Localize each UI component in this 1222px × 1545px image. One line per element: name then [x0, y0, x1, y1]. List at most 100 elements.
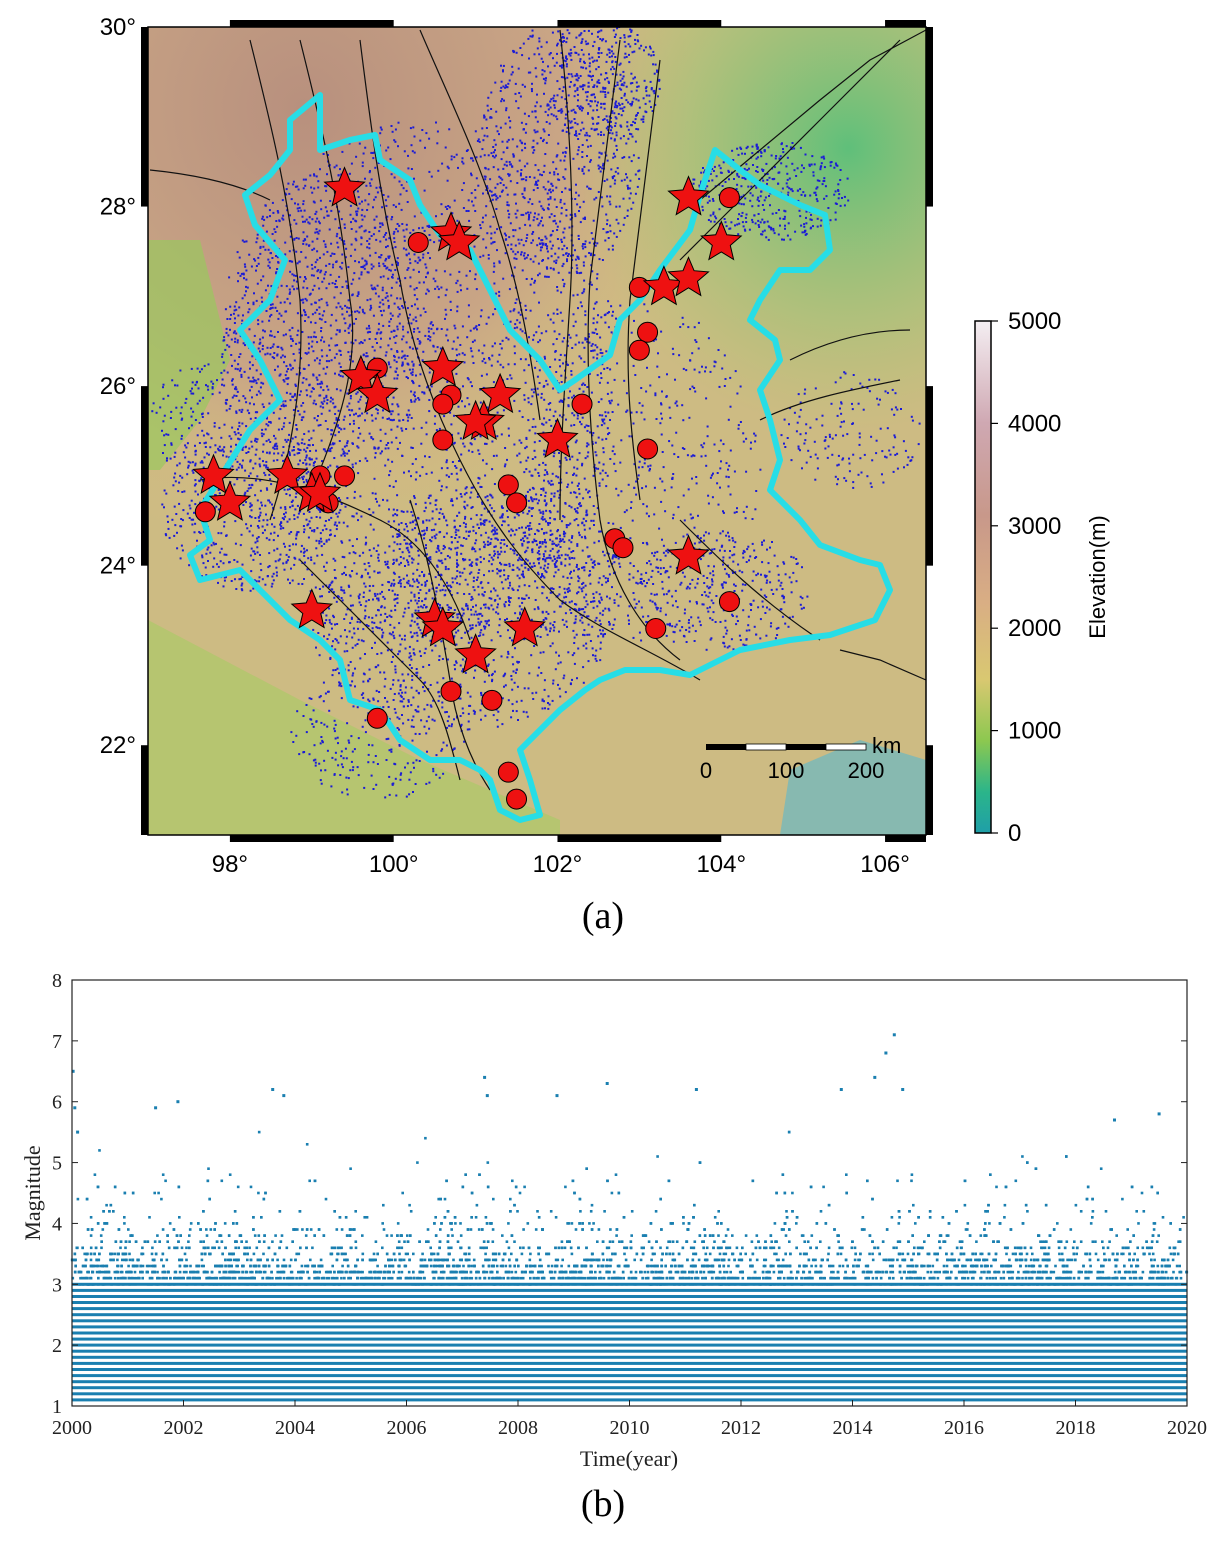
seismic-event-dot [555, 261, 558, 264]
seismic-event-dot [437, 559, 440, 562]
seismic-event-dot [301, 416, 304, 419]
seismic-event-dot [509, 310, 512, 313]
seismic-event-dot [528, 429, 531, 432]
seismic-event-dot [520, 699, 523, 702]
seismic-event-dot [301, 331, 304, 333]
seismic-event-dot [557, 568, 560, 571]
seismic-event-dot [578, 452, 581, 455]
seismic-event-dot [520, 172, 522, 175]
seismic-event-dot [345, 247, 348, 250]
seismic-event-dot [355, 412, 357, 415]
seismic-event-dot [350, 282, 353, 285]
seismic-event-dot [523, 394, 526, 397]
seismic-event-dot [481, 360, 484, 363]
seismic-event-dot [483, 574, 485, 577]
seismic-event-dot [266, 417, 268, 420]
seismic-event-dot [242, 504, 245, 506]
seismic-event-dot [371, 152, 374, 154]
seismic-event-dot [282, 527, 285, 530]
seismic-event-dot [615, 218, 618, 221]
seismic-event-dot [374, 595, 377, 597]
seismic-event-dot [318, 374, 321, 377]
seismic-event-dot [567, 651, 570, 654]
seismic-event-dot [314, 311, 317, 314]
seismic-event-dot [566, 588, 569, 591]
seismic-event-dot [496, 719, 499, 722]
seismic-event-dot [302, 481, 305, 484]
seismic-event-dot [471, 157, 474, 160]
seismic-event-dot [390, 648, 393, 651]
seismic-event-dot [499, 516, 502, 519]
seismic-event-dot [271, 233, 274, 235]
seismic-event-dot [312, 335, 315, 338]
seismic-event-dot [543, 576, 546, 579]
seismic-event-dot [245, 452, 248, 454]
seismic-event-dot [591, 343, 594, 346]
seismic-event-dot [499, 561, 501, 564]
seismic-event-dot [306, 524, 309, 527]
seismic-event-dot [468, 558, 471, 561]
seismic-event-dot [334, 648, 337, 651]
seismic-event-dot [324, 185, 327, 188]
seismic-event-dot [309, 450, 312, 452]
seismic-event-dot [268, 565, 271, 567]
seismic-event-dot [607, 237, 610, 239]
seismic-event-dot [390, 348, 393, 351]
seismic-event-dot [427, 290, 430, 293]
seismic-event-dot [389, 158, 392, 161]
seismic-event-dot [544, 463, 547, 466]
seismic-event-dot [322, 367, 325, 370]
seismic-event-dot [578, 488, 581, 491]
seismic-event-dot [454, 531, 457, 534]
seismic-event-dot [307, 430, 310, 433]
seismic-event-dot [583, 629, 586, 632]
seismic-event-dot [481, 352, 484, 355]
seismic-event-dot [465, 274, 468, 277]
seismic-event-dot [540, 396, 543, 399]
seismic-event-dot [512, 564, 515, 567]
seismic-event-dot [358, 554, 361, 557]
seismic-event-dot [411, 514, 414, 517]
seismic-event-dot [209, 551, 212, 554]
seismic-event-dot [528, 585, 531, 588]
seismic-event-dot [319, 271, 322, 274]
seismic-event-dot [429, 239, 432, 242]
seismic-event-dot [320, 339, 322, 342]
seismic-event-dot [237, 437, 240, 440]
seismic-event-dot [272, 572, 275, 575]
seismic-event-dot [544, 275, 546, 278]
seismic-event-dot [323, 340, 326, 343]
seismic-event-dot [560, 241, 563, 243]
seismic-event-dot [484, 519, 487, 522]
seismic-event-dot [318, 312, 321, 315]
seismic-event-dot [488, 358, 491, 361]
seismic-event-dot [378, 322, 380, 325]
seismic-event-dot [498, 294, 501, 297]
seismic-event-dot [236, 368, 239, 371]
seismic-event-dot [572, 313, 575, 316]
seismic-event-dot [288, 454, 291, 457]
seismic-event-dot [565, 55, 568, 58]
seismic-event-dot [394, 246, 397, 249]
seismic-event-dot [351, 545, 354, 547]
seismic-event-dot [500, 347, 503, 350]
seismic-event-dot [457, 166, 459, 169]
seismic-event-dot [370, 263, 373, 266]
seismic-event-dot [339, 509, 342, 512]
seismic-event-dot [391, 460, 394, 463]
seismic-event-dot [627, 187, 629, 190]
seismic-event-dot [301, 215, 304, 218]
seismic-event-dot [617, 222, 620, 225]
seismic-event-dot [329, 254, 332, 257]
seismic-event-dot [586, 338, 589, 341]
seismic-event-dot [359, 604, 362, 606]
seismic-event-dot [344, 322, 347, 325]
seismic-event-dot [505, 234, 507, 237]
seismic-event-dot [577, 138, 580, 140]
seismic-event-dot [274, 231, 277, 233]
seismic-event-dot [605, 231, 608, 234]
seismic-event-dot [609, 195, 612, 198]
seismic-event-dot [617, 113, 620, 115]
seismic-event-dot [311, 248, 314, 251]
seismic-event-dot [438, 511, 441, 514]
